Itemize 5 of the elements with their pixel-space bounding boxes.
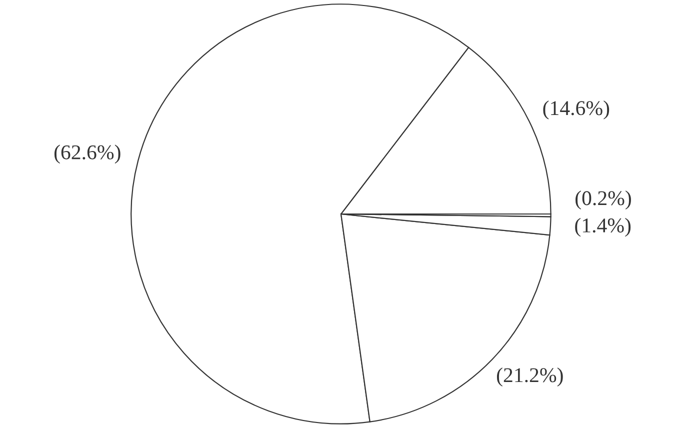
data-label: (0.2%)	[576, 190, 631, 210]
data-label: (62.6%)	[54, 144, 120, 164]
data-label: (21.2%)	[496, 368, 563, 386]
data-label: (14.6%)	[543, 100, 610, 120]
data-label: (1.4%)	[575, 218, 631, 237]
